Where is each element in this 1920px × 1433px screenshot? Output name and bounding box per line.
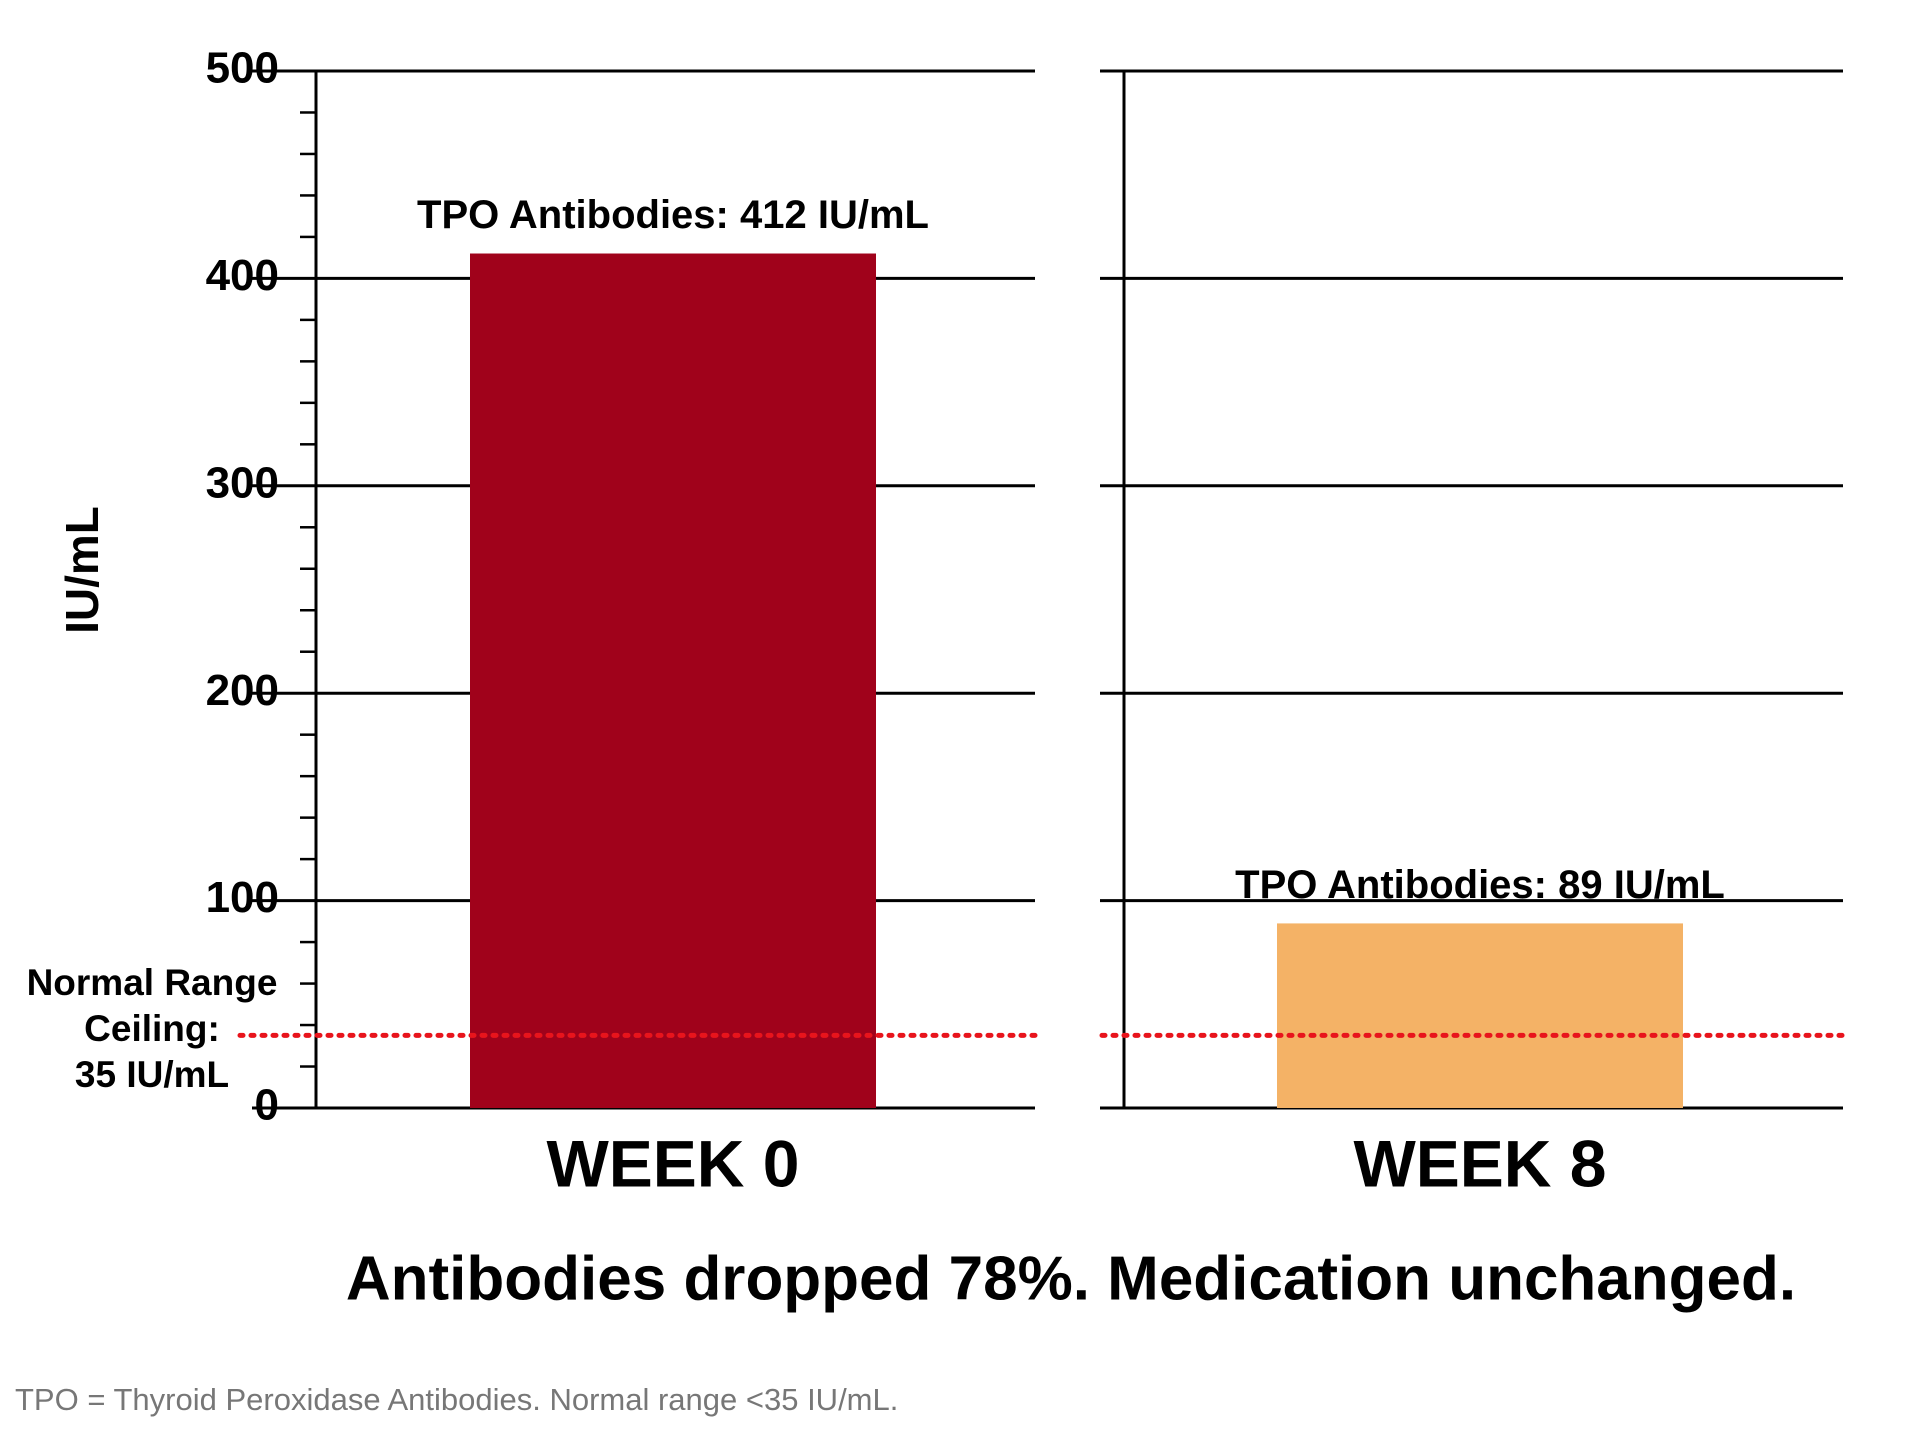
bar [1277,923,1683,1108]
reference-label: Ceiling: [84,1008,220,1049]
data-label: TPO Antibodies: 412 IU/mL [417,193,929,237]
y-tick-label: 100 [206,873,279,922]
y-tick-label: 200 [206,666,279,715]
bar [470,253,876,1109]
reference-label: 35 IU/mL [75,1054,229,1095]
y-axis-label: IU/mL [56,506,108,634]
x-tick-label: WEEK 0 [546,1126,799,1200]
x-tick-label: WEEK 8 [1353,1126,1606,1200]
reference-label: Normal Range [27,962,278,1003]
y-tick-label: 300 [206,458,279,507]
y-tick-label: 500 [206,44,279,93]
data-label: TPO Antibodies: 89 IU/mL [1235,863,1725,907]
y-tick-label: 400 [206,251,279,300]
caption: Antibodies dropped 78%. Medication uncha… [346,1244,1796,1313]
y-tick-label: 0 [255,1081,279,1130]
footnote: TPO = Thyroid Peroxidase Antibodies. Nor… [15,1382,898,1417]
